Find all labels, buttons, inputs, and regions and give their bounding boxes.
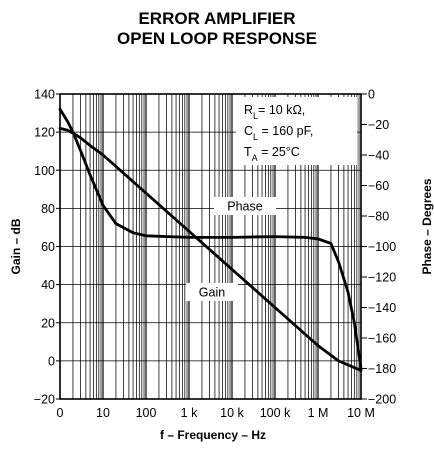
chart-title-line-1: ERROR AMPLIFIER [138,9,296,28]
y-left-axis-title: Gain – dB [9,218,23,274]
x-tick-label: 0 [57,406,64,420]
x-tick-label: 10 k [220,406,244,420]
series-line-phase [58,107,363,370]
y-left-tick-label: −20 [34,393,55,407]
condition-line: CL = 160 pF, [244,124,313,142]
x-tick-label: 10 M [347,406,375,420]
x-tick-label: 1 M [308,406,329,420]
gain-annotation: Gain [199,286,225,300]
y-right-tick-label: −20 [368,118,389,132]
y-right-tick-label: −180 [368,362,396,376]
condition-line: TA = 25°C [244,145,300,163]
y-left-tick-label: 0 [48,354,55,368]
y-right-tick-label: −60 [368,179,389,193]
conditions-box [236,97,357,165]
y-left-tick-label: 140 [34,88,55,102]
y-left-tick-label: 20 [41,316,55,330]
x-tick-label: 100 [136,406,157,420]
y-right-tick-label: −80 [368,210,389,224]
y-right-tick-label: −100 [368,240,396,254]
x-tick-label: 1 k [181,406,198,420]
y-right-tick-label: −160 [368,332,396,346]
y-right-tick-label: −120 [368,271,396,285]
y-right-tick-label: −40 [368,149,389,163]
y-left-tick-label: 100 [34,164,55,178]
x-tick-label: 10 [96,406,110,420]
condition-line: RL= 10 kΩ, [244,103,305,121]
y-left-tick-label: 120 [34,126,55,140]
grid [59,93,362,400]
y-left-tick-label: 40 [41,278,55,292]
chart-title-line-2: OPEN LOOP RESPONSE [117,29,317,48]
phase-annotation-bg [214,197,276,215]
y-left-tick-label: 80 [41,202,55,216]
y-left-tick-label: 60 [41,240,55,254]
x-axis-title: f – Frequency – Hz [160,428,266,442]
y-right-tick-label: 0 [368,88,375,102]
y-right-tick-label: −140 [368,301,396,315]
y-right-axis-title: Phase – Degrees [420,178,434,274]
y-right-tick-label: −200 [368,393,396,407]
x-tick-label: 100 k [260,406,291,420]
gain-annotation-bg [186,283,238,301]
phase-annotation: Phase [227,200,262,214]
